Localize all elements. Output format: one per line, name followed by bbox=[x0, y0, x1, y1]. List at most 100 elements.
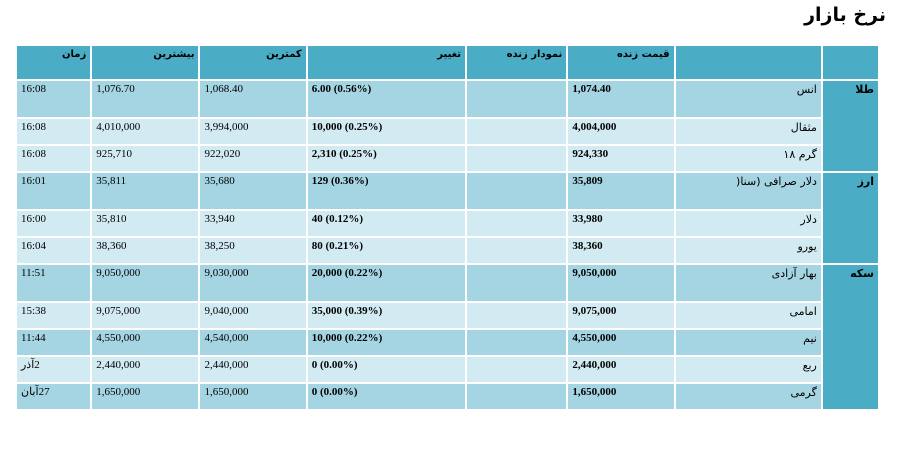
low-cell: 33,940 bbox=[198, 209, 308, 238]
high-cell: 4,010,000 bbox=[90, 117, 201, 146]
market-rates-table: قیمت زنده نمودار زنده تغییر کمترین بیشتر… bbox=[14, 44, 881, 411]
high-cell: 1,650,000 bbox=[90, 382, 201, 411]
time-cell: 16:01 bbox=[14, 171, 93, 211]
name: یورو bbox=[673, 236, 823, 265]
category-cell: ارز bbox=[820, 171, 881, 265]
time-cell: 2آذر bbox=[14, 355, 93, 384]
change-cell: (0.22%) 20,000 bbox=[305, 263, 468, 303]
change-cell: (0.22%) 10,000 bbox=[305, 328, 468, 357]
table-row: گرم ۱۸ 924,330 (0.25%) 2,310 922,020 925,710… bbox=[14, 144, 879, 173]
high-cell: 2,440,000 bbox=[90, 355, 201, 384]
live-chart-cell bbox=[465, 117, 569, 146]
header-category bbox=[820, 44, 881, 81]
change-cell: (0.21%) 80 bbox=[305, 236, 468, 265]
name: دلار صرافی (سنا( bbox=[673, 171, 823, 211]
header-high: بیشترین bbox=[90, 44, 201, 81]
header-name bbox=[673, 44, 823, 81]
table-row: دلار 33,980 (0.12%) 40 33,940 35,810 16:00 bbox=[14, 209, 879, 238]
change-cell: (0.56%) 6.00 bbox=[305, 79, 468, 119]
table-row: نیم 4,550,000 (0.22%) 10,000 4,540,000 4,550… bbox=[14, 328, 879, 357]
live-chart-cell bbox=[465, 355, 569, 384]
high-cell: 1,076.70 bbox=[90, 79, 201, 119]
live-price-cell: 1,650,000 bbox=[566, 382, 676, 411]
header-live-chart: نمودار زنده bbox=[465, 44, 569, 81]
name: انس bbox=[673, 79, 823, 119]
live-chart-cell bbox=[465, 301, 569, 330]
time-cell: 27آبان bbox=[14, 382, 93, 411]
low-cell: 2,440,000 bbox=[198, 355, 308, 384]
header-low: کمترین bbox=[198, 44, 308, 81]
table-row: ربع 2,440,000 (0.00%) 0 2,440,000 2,440,000 2… bbox=[14, 355, 879, 384]
time-cell: 11:44 bbox=[14, 328, 93, 357]
live-price-cell: 924,330 bbox=[566, 144, 676, 173]
table-row: مثقال 4,004,000 (0.25%) 10,000 3,994,000 4,0… bbox=[14, 117, 879, 146]
live-chart-cell bbox=[465, 171, 569, 211]
live-chart-cell bbox=[465, 328, 569, 357]
name: نیم bbox=[673, 328, 823, 357]
live-price-cell: 38,360 bbox=[566, 236, 676, 265]
low-cell: 1,068.40 bbox=[198, 79, 308, 119]
live-price-cell: 9,075,000 bbox=[566, 301, 676, 330]
low-cell: 3,994,000 bbox=[198, 117, 308, 146]
live-price-cell: 2,440,000 bbox=[566, 355, 676, 384]
time-cell: 16:00 bbox=[14, 209, 93, 238]
low-cell: 9,030,000 bbox=[198, 263, 308, 303]
page-title: نرخ بازار bbox=[804, 4, 886, 26]
time-cell: 16:08 bbox=[14, 117, 93, 146]
category-cell: طلا bbox=[820, 79, 881, 173]
table-row: ارز دلار صرافی (سنا(35,809 (0.36%) 129 35,6… bbox=[14, 171, 881, 265]
name: امامی bbox=[673, 301, 823, 330]
table-row: امامی 9,075,000 (0.39%) 35,000 9,040,000 9,0… bbox=[14, 301, 879, 330]
live-chart-cell bbox=[465, 263, 569, 303]
high-cell: 35,810 bbox=[90, 209, 201, 238]
time-cell: 15:38 bbox=[14, 301, 93, 330]
live-chart-cell bbox=[465, 144, 569, 173]
change-cell: (0.00%) 0 bbox=[305, 382, 468, 411]
name: بهار آزادی bbox=[673, 263, 823, 303]
change-cell: (0.12%) 40 bbox=[305, 209, 468, 238]
time-cell: 16:08 bbox=[14, 144, 93, 173]
header-live-price: قیمت زنده bbox=[566, 44, 676, 81]
name: مثقال bbox=[673, 117, 823, 146]
live-price-cell: 9,050,000 bbox=[566, 263, 676, 303]
live-chart-cell bbox=[465, 236, 569, 265]
live-price-cell: 4,004,000 bbox=[566, 117, 676, 146]
low-cell: 9,040,000 bbox=[198, 301, 308, 330]
live-chart-cell bbox=[465, 79, 569, 119]
change-cell: (0.39%) 35,000 bbox=[305, 301, 468, 330]
time-cell: 16:04 bbox=[14, 236, 93, 265]
table-row: طلا انس 1,074.40 (0.56%) 6.00 1,068.40 1,076.… bbox=[14, 79, 881, 173]
low-cell: 38,250 bbox=[198, 236, 308, 265]
live-chart-cell bbox=[465, 209, 569, 238]
header-time: زمان bbox=[14, 44, 93, 81]
change-cell: (0.25%) 10,000 bbox=[305, 117, 468, 146]
low-cell: 1,650,000 bbox=[198, 382, 308, 411]
live-price-cell: 1,074.40 bbox=[566, 79, 676, 119]
table-row: گرمی 1,650,000 (0.00%) 0 1,650,000 1,650,000… bbox=[14, 382, 879, 411]
high-cell: 38,360 bbox=[90, 236, 201, 265]
low-cell: 922,020 bbox=[198, 144, 308, 173]
name: دلار bbox=[673, 209, 823, 238]
name: گرمی bbox=[673, 382, 823, 411]
live-price-cell: 4,550,000 bbox=[566, 328, 676, 357]
change-cell: (0.25%) 2,310 bbox=[305, 144, 468, 173]
time-cell: 16:08 bbox=[14, 79, 93, 119]
low-cell: 4,540,000 bbox=[198, 328, 308, 357]
time-cell: 11:51 bbox=[14, 263, 93, 303]
live-chart-cell bbox=[465, 382, 569, 411]
live-price-cell: 33,980 bbox=[566, 209, 676, 238]
change-cell: (0.36%) 129 bbox=[305, 171, 468, 211]
name: گرم ۱۸ bbox=[673, 144, 823, 173]
high-cell: 925,710 bbox=[90, 144, 201, 173]
category-cell: سکه bbox=[820, 263, 881, 411]
high-cell: 4,550,000 bbox=[90, 328, 201, 357]
change-cell: (0.00%) 0 bbox=[305, 355, 468, 384]
table-row: سکه بهار آزادی 9,050,000 (0.22%) 20,000 9,03… bbox=[14, 263, 881, 411]
name: ربع bbox=[673, 355, 823, 384]
live-price-cell: 35,809 bbox=[566, 171, 676, 211]
high-cell: 35,811 bbox=[90, 171, 201, 211]
table-row: یورو 38,360 (0.21%) 80 38,250 38,360 16:04 bbox=[14, 236, 879, 265]
header-change: تغییر bbox=[305, 44, 468, 81]
high-cell: 9,050,000 bbox=[90, 263, 201, 303]
high-cell: 9,075,000 bbox=[90, 301, 201, 330]
